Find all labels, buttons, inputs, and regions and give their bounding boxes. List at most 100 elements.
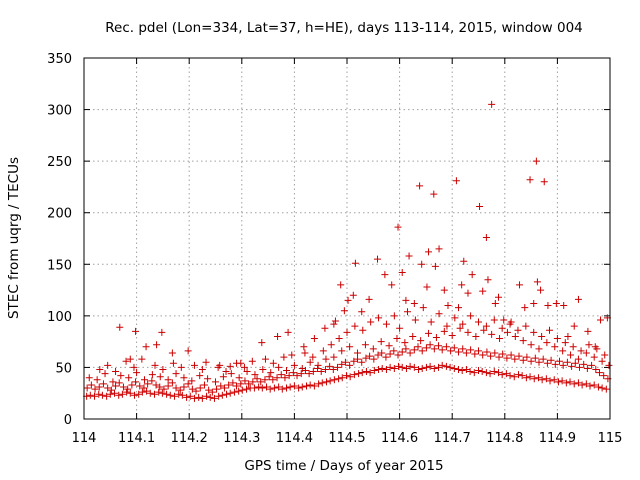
data-point (275, 363, 283, 371)
data-point (301, 349, 309, 357)
data-point (238, 386, 246, 394)
data-point (398, 363, 406, 371)
data-point (539, 355, 547, 363)
data-point (490, 368, 498, 376)
x-axis-title: GPS time / Days of year 2015 (244, 458, 443, 474)
data-point (326, 377, 334, 385)
data-point (156, 373, 164, 381)
data-point (218, 391, 226, 399)
data-point (562, 379, 570, 387)
data-point (327, 341, 335, 349)
data-point (460, 257, 468, 265)
data-point (490, 316, 498, 324)
data-point (343, 328, 351, 336)
data-point (530, 328, 538, 336)
data-point (496, 335, 504, 343)
data-point (495, 353, 503, 361)
data-point (464, 289, 472, 297)
data-point (330, 320, 338, 328)
data-point (283, 367, 291, 375)
data-point (554, 378, 562, 386)
data-point (571, 359, 579, 367)
data-point (574, 379, 582, 387)
data-point (248, 357, 256, 365)
data-point (135, 390, 143, 398)
data-point (523, 353, 531, 361)
data-point (183, 393, 191, 401)
data-point (601, 351, 609, 359)
data-point (503, 354, 511, 362)
data-point (575, 363, 583, 371)
data-point (452, 177, 460, 185)
y-tick-label: 300 (47, 104, 72, 119)
data-point (510, 373, 518, 381)
data-point (91, 385, 99, 393)
data-point (330, 376, 338, 384)
data-point (382, 353, 390, 361)
data-point (133, 369, 141, 377)
data-point (455, 304, 463, 312)
data-point (198, 394, 206, 402)
x-tick-label: 114.4 (276, 431, 313, 446)
data-point (334, 363, 342, 371)
data-point (479, 287, 487, 295)
data-point (553, 335, 561, 343)
data-point (298, 364, 306, 372)
data-point (515, 352, 523, 360)
data-point (598, 357, 606, 365)
data-point (346, 373, 354, 381)
data-point (155, 388, 163, 396)
data-point (423, 283, 431, 291)
data-point (322, 355, 330, 363)
data-point (158, 389, 166, 397)
data-point (486, 370, 494, 378)
data-point (396, 324, 404, 332)
data-point (595, 369, 603, 377)
data-point (148, 377, 156, 385)
data-point (470, 369, 478, 377)
data-point (522, 322, 530, 330)
data-point (560, 302, 568, 310)
data-point (87, 381, 95, 389)
data-point (329, 365, 337, 373)
data-point (358, 358, 366, 366)
data-point (494, 369, 502, 377)
data-point (172, 370, 180, 378)
data-point (594, 383, 602, 391)
data-point (478, 368, 486, 376)
data-point (530, 375, 538, 383)
data-point (414, 343, 422, 351)
data-point (559, 347, 567, 355)
data-point (344, 296, 352, 304)
data-point (506, 372, 514, 380)
data-point (354, 355, 362, 363)
data-point (393, 335, 401, 343)
data-point (140, 376, 148, 384)
data-point (235, 387, 243, 395)
data-point (375, 314, 383, 322)
data-point (142, 343, 150, 351)
data-point (361, 341, 369, 349)
data-point (511, 332, 519, 340)
data-point (286, 383, 294, 391)
data-point (126, 355, 134, 363)
data-point (556, 357, 564, 365)
data-point (537, 286, 545, 294)
data-point (574, 355, 582, 363)
data-point (233, 382, 241, 390)
y-tick-label: 200 (47, 207, 72, 222)
data-point (118, 390, 126, 398)
data-point (526, 373, 534, 381)
data-point (160, 385, 168, 393)
data-point (458, 367, 466, 375)
data-point (415, 365, 423, 373)
data-point (430, 364, 438, 372)
data-point (450, 344, 458, 352)
data-point (355, 370, 363, 378)
data-point (398, 269, 406, 277)
data-point (251, 371, 259, 379)
data-point (459, 320, 467, 328)
data-point (422, 344, 430, 352)
data-point (204, 375, 212, 383)
data-point (358, 369, 366, 377)
